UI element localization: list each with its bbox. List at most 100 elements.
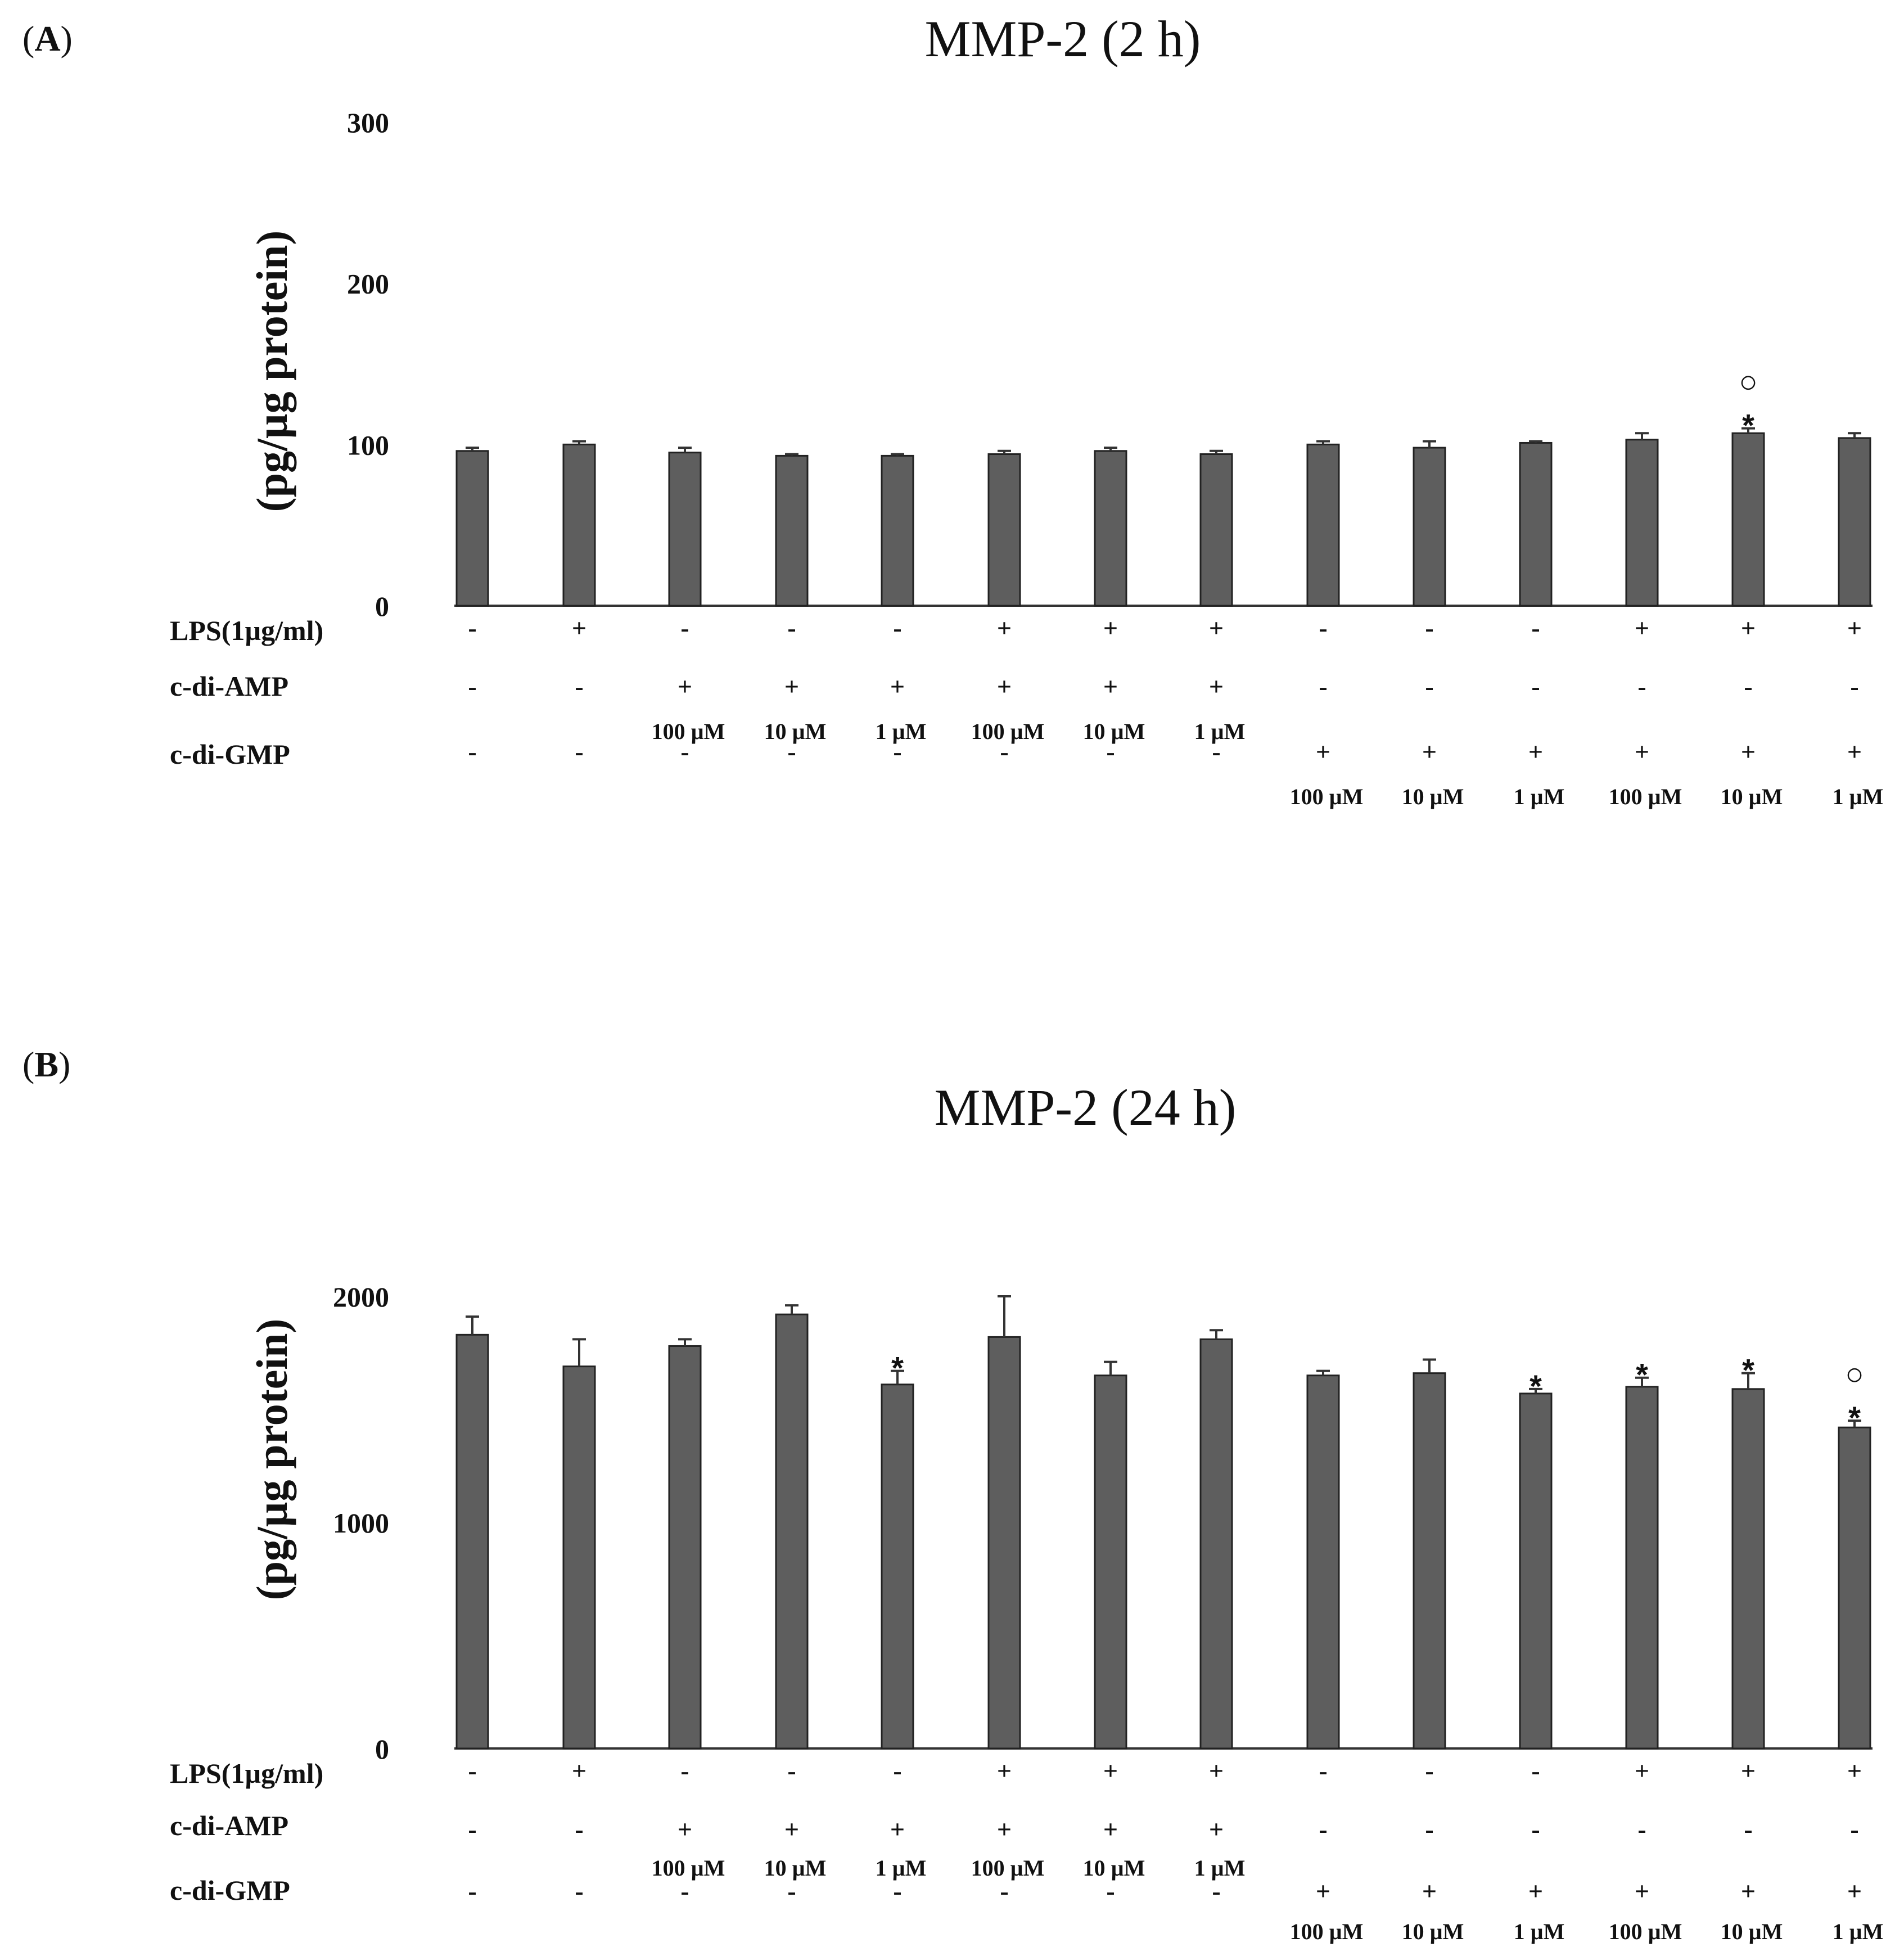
concentration-label: 1 µM [876, 1855, 927, 1881]
treatment-symbol: - [1000, 737, 1008, 766]
y-tick-label: 200 [347, 268, 389, 300]
bar [1306, 443, 1340, 607]
treatment-symbol: + [1103, 1756, 1118, 1785]
concentration-label: 100 µM [652, 719, 725, 744]
treatment-row-label: c-di-AMP [170, 670, 288, 702]
bar [562, 1365, 596, 1750]
treatment-symbol: + [1847, 1756, 1862, 1785]
bar [1306, 1374, 1340, 1750]
bar [562, 443, 596, 607]
treatment-symbol: - [1531, 614, 1540, 642]
treatment-symbol: - [1637, 672, 1646, 701]
y-tick-label: 300 [347, 107, 389, 138]
treatment-symbol: - [1744, 1815, 1752, 1844]
treatment-symbol: - [1319, 1815, 1327, 1844]
concentration-label: 10 µM [1721, 784, 1783, 809]
concentration-label: 10 µM [1083, 1855, 1145, 1881]
treatment-symbol: + [1528, 737, 1543, 766]
treatment-symbol: - [893, 1877, 901, 1905]
treatment-symbol: + [1847, 1877, 1862, 1905]
significance-star: * [1742, 408, 1754, 443]
significance-star: * [1742, 1353, 1754, 1388]
treatment-symbol: + [1422, 1877, 1437, 1905]
y-tick-label: 2000 [333, 1281, 389, 1313]
bar [1625, 1386, 1659, 1750]
bar [1519, 441, 1553, 607]
treatment-symbol: + [1103, 614, 1118, 642]
treatment-symbol: + [784, 1815, 799, 1844]
treatment-symbol: - [1744, 672, 1752, 701]
treatment-symbol: - [575, 672, 583, 701]
treatment-symbol: - [1531, 1815, 1540, 1844]
bar [668, 1345, 702, 1750]
treatment-symbol: - [468, 614, 476, 642]
treatment-symbol: + [1635, 1756, 1649, 1785]
treatment-symbol: - [1212, 1877, 1220, 1905]
treatment-symbol: - [893, 614, 901, 642]
concentration-label: 1 µM [1194, 719, 1246, 744]
bar [1199, 1338, 1233, 1750]
bar [775, 454, 809, 607]
concentration-label: 1 µM [1833, 784, 1884, 809]
treatment-symbol: + [1635, 614, 1649, 642]
panel-b-chart: (B) MMP-2 (24 h) (pg/µg protein) 0 1000 2000 *… [22, 1044, 1883, 1944]
bar [455, 1333, 489, 1750]
treatment-symbol: - [1425, 1815, 1433, 1844]
treatment-symbol: + [1847, 614, 1862, 642]
treatment-symbol: + [1741, 614, 1756, 642]
bar [987, 453, 1021, 607]
treatment-symbol: - [1850, 672, 1858, 701]
treatment-symbol: + [784, 672, 799, 701]
treatment-symbol: - [893, 737, 901, 766]
treatment-symbol: - [1212, 737, 1220, 766]
treatment-symbol: - [680, 1756, 689, 1785]
chart-title: MMP-2 (2 h) [925, 10, 1201, 67]
treatment-symbol: + [1528, 1877, 1543, 1905]
y-tick-label: 100 [347, 429, 389, 461]
treatment-symbol: - [1425, 614, 1433, 642]
treatment-symbol: - [787, 614, 796, 642]
significance-circle: ○ [1845, 1356, 1864, 1391]
treatment-row-label: LPS(1µg/ml) [170, 1757, 323, 1789]
bar [881, 454, 914, 607]
treatment-symbol: + [1741, 1877, 1756, 1905]
treatment-symbol: + [678, 1815, 692, 1844]
treatment-symbol: - [1106, 737, 1115, 766]
treatment-symbol: - [787, 1756, 796, 1785]
treatment-symbol: + [997, 1815, 1012, 1844]
bar [775, 1313, 809, 1750]
treatment-symbol: - [575, 737, 583, 766]
treatment-symbol: - [680, 1877, 689, 1905]
treatment-symbol: - [1319, 1756, 1327, 1785]
y-tick-label: 0 [375, 591, 389, 622]
treatment-symbol: + [1103, 672, 1118, 701]
bar [1094, 1374, 1127, 1750]
treatment-symbol: + [678, 672, 692, 701]
treatment-row-label: LPS(1µg/ml) [170, 615, 323, 646]
treatment-symbol: + [1422, 737, 1437, 766]
y-tick-label: 1000 [333, 1507, 389, 1539]
panel-label: (A) [22, 19, 73, 58]
treatment-symbol: - [1106, 1877, 1115, 1905]
concentration-label: 100 µM [1290, 1919, 1364, 1944]
concentration-label: 100 µM [1290, 784, 1364, 809]
treatment-symbol: - [468, 737, 476, 766]
bar [987, 1336, 1021, 1750]
treatment-symbol: + [1209, 1756, 1224, 1785]
treatment-symbol: + [1635, 737, 1649, 766]
concentration-label: 1 µM [876, 719, 927, 744]
bar [1094, 450, 1127, 607]
treatment-row-label: c-di-GMP [170, 1874, 290, 1906]
concentration-label: 100 µM [1609, 1919, 1682, 1944]
concentration-label: 10 µM [764, 1855, 827, 1881]
treatment-symbol: - [468, 1877, 476, 1905]
bar [668, 452, 702, 607]
chart-title: MMP-2 (24 h) [935, 1079, 1237, 1136]
treatment-symbol: - [468, 1756, 476, 1785]
concentration-label: 10 µM [1402, 784, 1464, 809]
treatment-symbol: + [572, 614, 586, 642]
y-axis-label: (pg/µg protein) [247, 1319, 296, 1601]
bar [1731, 432, 1765, 607]
treatment-symbol: + [1741, 737, 1756, 766]
concentration-label: 100 µM [1609, 784, 1682, 809]
